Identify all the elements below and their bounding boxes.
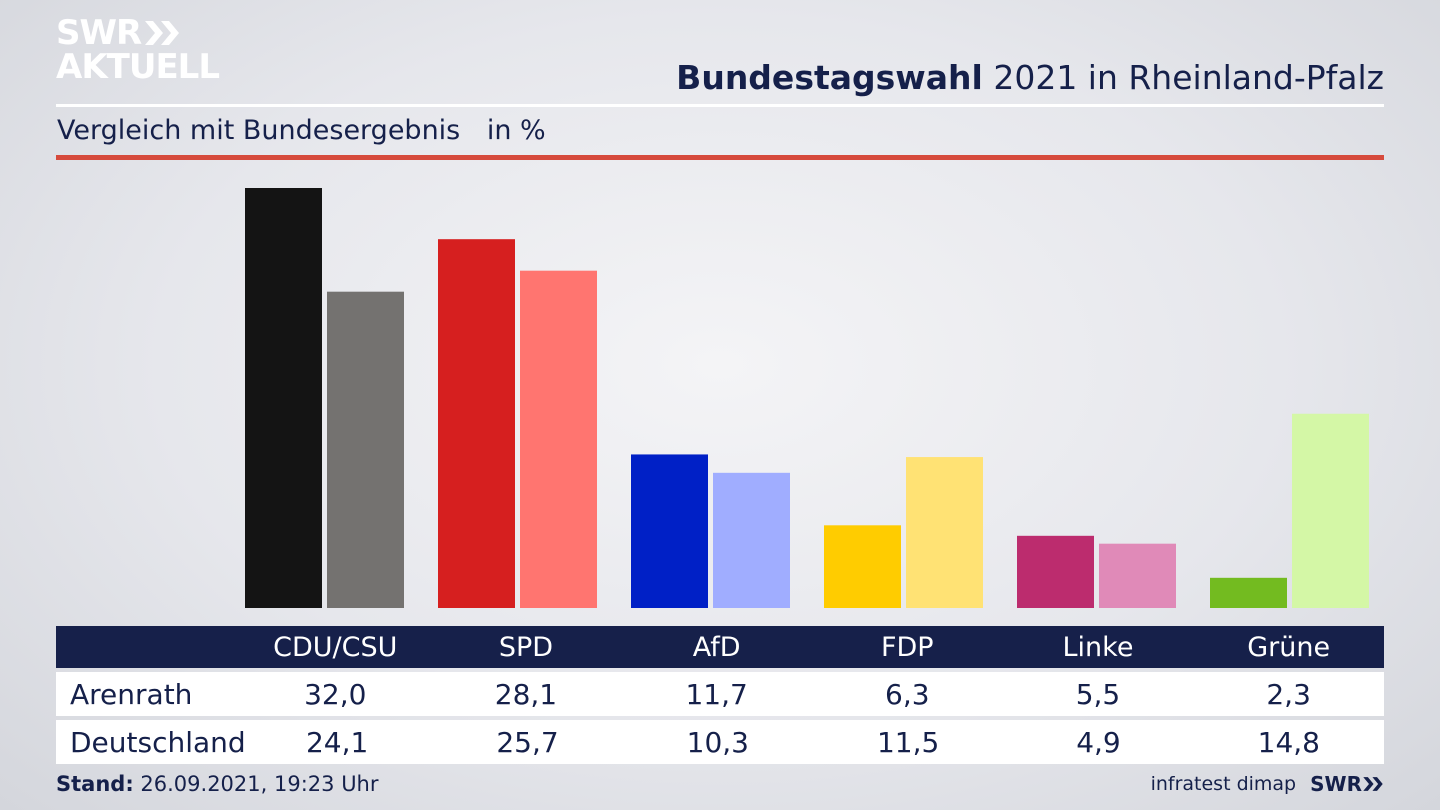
table-cell: 32,0 xyxy=(304,677,367,711)
table-cell: 10,3 xyxy=(686,725,749,759)
table-cell: 25,7 xyxy=(496,725,559,759)
table-row: Deutschland 24,1 25,7 10,3 11,5 4,9 14,8 xyxy=(56,720,1384,764)
bar-cdu-csu-deutschland xyxy=(327,291,404,608)
table-cell: 2,3 xyxy=(1266,677,1311,711)
party-gruene: Grüne xyxy=(1247,631,1331,663)
table-cell: 28,1 xyxy=(494,677,558,711)
party-linke: Linke xyxy=(1062,631,1134,663)
double-chevron-icon xyxy=(145,21,180,45)
table-cell: 6,3 xyxy=(885,677,930,711)
logo-line2: AKTUELL xyxy=(56,47,220,87)
logo-line1: SWR xyxy=(56,13,142,53)
swr-aktuell-logo: SWR AKTUELL xyxy=(56,13,220,87)
row-label: Deutschland xyxy=(70,725,246,759)
results-table: CDU/CSU SPD AfD FDP Linke Grüne Arenrath… xyxy=(56,626,1384,764)
title-rest: 2021 in Rheinland-Pfalz xyxy=(993,58,1384,97)
brand-text: SWR xyxy=(1310,772,1362,796)
stand-value: 26.09.2021, 19:23 Uhr xyxy=(140,772,379,796)
bar-grüne-deutschland xyxy=(1292,413,1369,608)
table-cell: 5,5 xyxy=(1075,677,1121,711)
table-cell: 11,5 xyxy=(876,725,940,759)
party-fdp: FDP xyxy=(880,631,934,663)
bar-grüne-arenrath xyxy=(1210,577,1287,608)
title-divider xyxy=(56,104,1384,107)
bar-afd-deutschland xyxy=(713,472,790,608)
row-label: Arenrath xyxy=(70,677,193,711)
table-cell: 24,1 xyxy=(305,725,369,759)
page-title: Bundestagswahl 2021 in Rheinland-Pfalz xyxy=(676,58,1384,97)
table-header: CDU/CSU SPD AfD FDP Linke Grüne xyxy=(56,626,1384,668)
subtitle-divider xyxy=(56,155,1384,160)
bar-linke-arenrath xyxy=(1017,535,1094,608)
unit-label: in % xyxy=(486,115,546,146)
table-cell: 14,8 xyxy=(1257,725,1320,759)
title-bold: Bundestagswahl xyxy=(676,58,983,97)
bar-spd-arenrath xyxy=(438,239,515,608)
bar-cdu-csu-arenrath xyxy=(245,188,322,608)
bar-spd-deutschland xyxy=(520,270,597,608)
party-spd: SPD xyxy=(498,631,554,663)
bar-fdp-arenrath xyxy=(824,525,901,608)
bar-chart xyxy=(245,188,1369,608)
stand-label: Stand: xyxy=(56,772,134,796)
source-credit: infratest dimap SWR xyxy=(1151,772,1384,796)
subtitle-text: Vergleich mit Bundesergebnis xyxy=(57,115,461,146)
double-chevron-icon xyxy=(1363,777,1383,791)
table-cell: 11,7 xyxy=(685,677,748,711)
party-afd: AfD xyxy=(692,631,741,663)
timestamp: Stand: 26.09.2021, 19:23 Uhr xyxy=(56,772,379,796)
table-row: Arenrath 32,0 28,1 11,7 6,3 5,5 2,3 xyxy=(56,672,1384,716)
source-text: infratest dimap xyxy=(1150,773,1297,795)
swr-brand: SWR xyxy=(1310,772,1384,796)
party-cdu-csu: CDU/CSU xyxy=(273,631,398,663)
bar-fdp-deutschland xyxy=(906,457,983,608)
bar-afd-arenrath xyxy=(631,454,708,608)
bar-linke-deutschland xyxy=(1099,543,1176,608)
table-cell: 4,9 xyxy=(1076,725,1121,759)
subtitle: Vergleich mit Bundesergebnis in % xyxy=(57,115,546,146)
